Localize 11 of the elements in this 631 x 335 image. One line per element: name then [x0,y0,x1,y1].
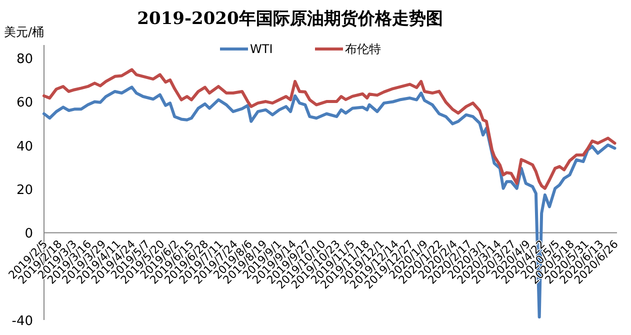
chart-title: 2019-2020年国际原油期货价格走势图 [137,9,443,29]
y-tick-label: 20 [16,183,33,198]
line-series [42,68,616,190]
y-tick-label: 80 [16,52,33,68]
legend-label: 布伦特 [345,42,381,56]
y-tick-label: 40 [16,139,33,154]
y-tick-label: 60 [16,96,33,111]
y-axis-title: 美元/桶 [4,25,44,39]
legend-label: WTI [250,42,273,56]
y-tick-label: 0 [24,226,33,242]
y-tick-label: -40 [12,314,33,329]
